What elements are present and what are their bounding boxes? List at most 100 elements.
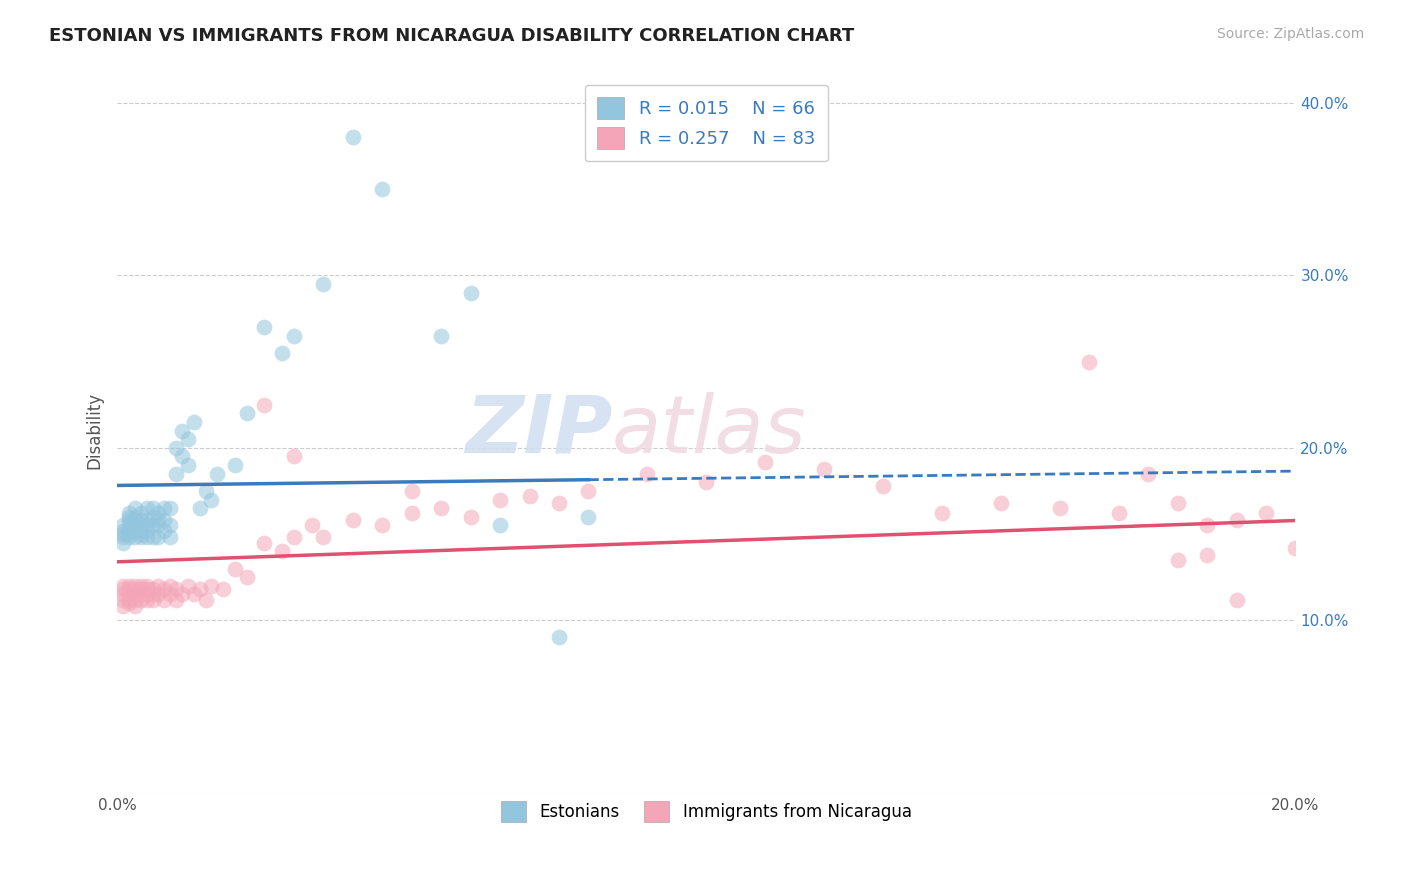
Point (253, 535, 276, 549)
Point (489, 492, 512, 507)
Point (118, 587, 141, 601)
Point (1197, 518, 1219, 533)
Point (118, 579, 141, 593)
Point (1078, 354, 1101, 368)
Point (188, 501, 211, 516)
Point (371, 518, 394, 533)
Point (872, 479, 894, 493)
Text: ZIP: ZIP (465, 392, 612, 469)
Point (1167, 553, 1189, 567)
Point (135, 579, 157, 593)
Point (1197, 548, 1219, 562)
Point (283, 450, 305, 464)
Point (141, 509, 163, 524)
Point (135, 531, 157, 545)
Point (165, 441, 187, 455)
Y-axis label: Disability: Disability (86, 392, 103, 469)
Point (124, 579, 146, 593)
Point (135, 582, 157, 597)
Point (129, 506, 152, 520)
Point (129, 579, 152, 593)
Point (460, 509, 482, 524)
Point (112, 582, 135, 597)
Point (118, 582, 141, 597)
Point (124, 531, 146, 545)
Point (548, 631, 571, 645)
Point (990, 496, 1012, 510)
Text: Source: ZipAtlas.com: Source: ZipAtlas.com (1216, 27, 1364, 41)
Point (283, 531, 305, 545)
Point (430, 328, 453, 343)
Point (342, 513, 364, 527)
Point (124, 524, 146, 538)
Point (118, 592, 141, 607)
Point (183, 415, 205, 429)
Point (548, 496, 571, 510)
Point (118, 587, 141, 601)
Point (159, 579, 181, 593)
Point (1313, 328, 1336, 343)
Point (253, 398, 276, 412)
Point (401, 483, 423, 498)
Point (212, 582, 235, 597)
Point (207, 467, 229, 481)
Point (118, 513, 141, 527)
Point (124, 518, 146, 533)
Point (124, 582, 146, 597)
Point (194, 483, 217, 498)
Point (342, 130, 364, 145)
Point (813, 461, 835, 475)
Point (118, 506, 141, 520)
Point (118, 596, 141, 610)
Point (1343, 531, 1365, 545)
Point (141, 518, 163, 533)
Point (148, 531, 170, 545)
Point (112, 518, 135, 533)
Point (695, 475, 717, 490)
Point (312, 531, 335, 545)
Point (153, 524, 176, 538)
Point (112, 592, 135, 607)
Point (112, 524, 135, 538)
Point (118, 531, 141, 545)
Point (159, 587, 181, 601)
Point (165, 467, 187, 481)
Point (129, 587, 152, 601)
Point (141, 587, 163, 601)
Point (371, 182, 394, 196)
Point (224, 458, 246, 472)
Point (112, 531, 135, 545)
Point (1225, 592, 1247, 607)
Point (1137, 467, 1160, 481)
Point (153, 513, 176, 527)
Point (112, 579, 135, 593)
Point (148, 579, 170, 593)
Point (519, 489, 541, 503)
Point (124, 599, 146, 614)
Point (578, 509, 600, 524)
Point (177, 458, 200, 472)
Point (430, 501, 453, 516)
Point (112, 527, 135, 541)
Point (165, 592, 187, 607)
Point (135, 501, 157, 516)
Point (129, 592, 152, 607)
Point (301, 518, 323, 533)
Point (200, 579, 222, 593)
Point (112, 587, 135, 601)
Point (636, 467, 658, 481)
Point (312, 277, 335, 291)
Text: ESTONIAN VS IMMIGRANTS FROM NICARAGUA DISABILITY CORRELATION CHART: ESTONIAN VS IMMIGRANTS FROM NICARAGUA DI… (49, 27, 855, 45)
Point (283, 328, 305, 343)
Point (183, 587, 205, 601)
Point (112, 599, 135, 614)
Point (170, 450, 193, 464)
Point (135, 524, 157, 538)
Point (129, 513, 152, 527)
Point (1225, 513, 1247, 527)
Point (578, 483, 600, 498)
Point (159, 501, 181, 516)
Point (460, 285, 482, 300)
Point (118, 509, 141, 524)
Point (177, 432, 200, 446)
